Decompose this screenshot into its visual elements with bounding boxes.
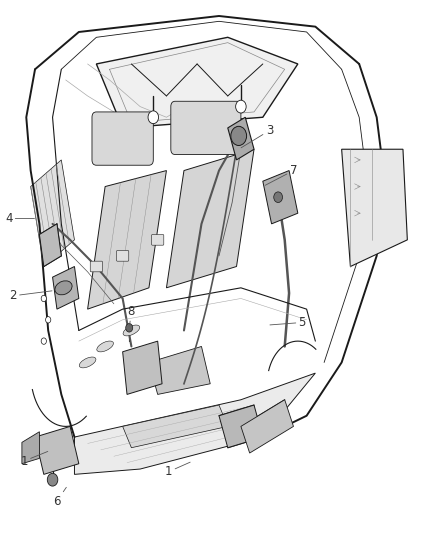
Ellipse shape bbox=[97, 341, 113, 352]
Circle shape bbox=[41, 338, 46, 344]
Text: 2: 2 bbox=[9, 289, 52, 302]
FancyBboxPatch shape bbox=[117, 251, 129, 261]
Text: 8: 8 bbox=[128, 305, 135, 325]
Circle shape bbox=[126, 324, 133, 332]
Polygon shape bbox=[35, 426, 79, 474]
Circle shape bbox=[148, 111, 159, 124]
Polygon shape bbox=[31, 160, 74, 266]
Text: 3: 3 bbox=[241, 124, 273, 148]
Polygon shape bbox=[219, 405, 263, 448]
Polygon shape bbox=[263, 171, 298, 224]
Polygon shape bbox=[123, 341, 162, 394]
Text: 1: 1 bbox=[20, 451, 48, 467]
Circle shape bbox=[274, 192, 283, 203]
Polygon shape bbox=[149, 346, 210, 394]
Text: 7: 7 bbox=[265, 164, 297, 185]
Text: 1: 1 bbox=[165, 462, 190, 478]
Polygon shape bbox=[22, 432, 39, 464]
Circle shape bbox=[41, 295, 46, 302]
Circle shape bbox=[46, 317, 51, 323]
Circle shape bbox=[236, 100, 246, 113]
Polygon shape bbox=[166, 149, 254, 288]
Text: 4: 4 bbox=[5, 212, 35, 225]
Circle shape bbox=[231, 126, 247, 146]
Ellipse shape bbox=[79, 357, 96, 368]
Polygon shape bbox=[88, 171, 166, 309]
Polygon shape bbox=[241, 400, 293, 453]
FancyBboxPatch shape bbox=[90, 261, 102, 272]
Polygon shape bbox=[39, 224, 61, 266]
Polygon shape bbox=[53, 266, 79, 309]
Polygon shape bbox=[96, 37, 298, 128]
Text: 5: 5 bbox=[270, 316, 306, 329]
Polygon shape bbox=[123, 405, 228, 448]
FancyBboxPatch shape bbox=[171, 101, 241, 155]
Polygon shape bbox=[74, 373, 315, 474]
Polygon shape bbox=[342, 149, 407, 266]
Polygon shape bbox=[228, 117, 254, 160]
Circle shape bbox=[47, 473, 58, 486]
Ellipse shape bbox=[123, 325, 140, 336]
Ellipse shape bbox=[55, 281, 72, 295]
Text: 6: 6 bbox=[53, 487, 66, 507]
FancyBboxPatch shape bbox=[152, 235, 164, 245]
FancyBboxPatch shape bbox=[92, 112, 153, 165]
